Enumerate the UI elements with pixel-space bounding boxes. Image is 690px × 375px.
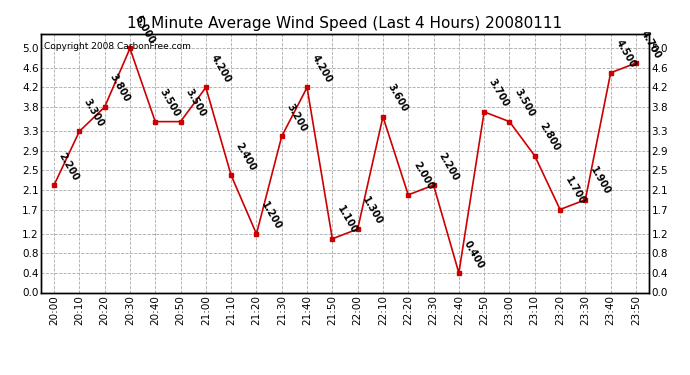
- Text: 4.200: 4.200: [208, 53, 233, 85]
- Text: 1.300: 1.300: [360, 195, 384, 226]
- Text: 3.800: 3.800: [108, 72, 132, 104]
- Text: 2.200: 2.200: [57, 151, 81, 182]
- Text: 1.900: 1.900: [588, 165, 612, 197]
- Text: Copyright 2008 CarbonFree.com: Copyright 2008 CarbonFree.com: [44, 42, 191, 51]
- Title: 10 Minute Average Wind Speed (Last 4 Hours) 20080111: 10 Minute Average Wind Speed (Last 4 Hou…: [128, 16, 562, 31]
- Text: 2.400: 2.400: [234, 141, 258, 172]
- Text: 2.800: 2.800: [538, 121, 562, 153]
- Text: 4.700: 4.700: [639, 28, 663, 60]
- Text: 2.200: 2.200: [436, 151, 460, 182]
- Text: 0.400: 0.400: [462, 238, 486, 270]
- Text: 4.200: 4.200: [310, 53, 334, 85]
- Text: 3.700: 3.700: [487, 78, 511, 109]
- Text: 3.500: 3.500: [512, 87, 536, 119]
- Text: 3.300: 3.300: [82, 97, 106, 129]
- Text: 3.600: 3.600: [386, 82, 410, 114]
- Text: 5.000: 5.000: [132, 14, 157, 46]
- Text: 3.500: 3.500: [184, 87, 208, 119]
- Text: 3.500: 3.500: [158, 87, 182, 119]
- Text: 2.000: 2.000: [411, 160, 435, 192]
- Text: 1.700: 1.700: [563, 175, 587, 207]
- Text: 4.500: 4.500: [613, 38, 638, 70]
- Text: 1.100: 1.100: [335, 204, 359, 236]
- Text: 3.200: 3.200: [284, 102, 308, 134]
- Text: 1.200: 1.200: [259, 200, 284, 231]
